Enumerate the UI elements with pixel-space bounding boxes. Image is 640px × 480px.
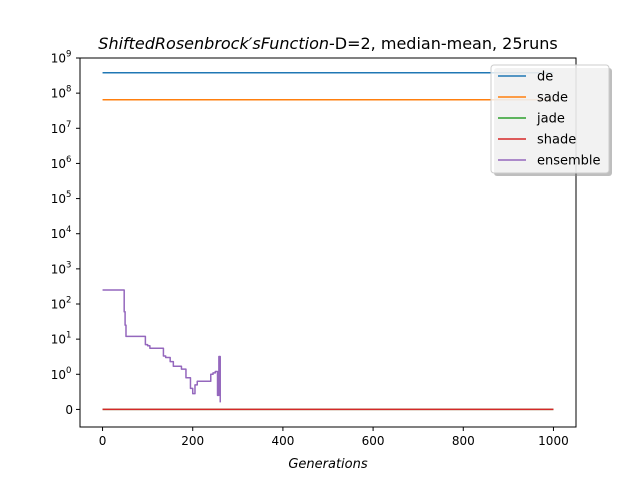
y-tick-label: 10 bbox=[51, 262, 66, 276]
plot-frame bbox=[79, 57, 577, 428]
legend: de sade jade shade ensemble bbox=[490, 64, 612, 176]
y-tick-exponent: 0 bbox=[66, 366, 71, 376]
x-tick-label: 200 bbox=[181, 434, 204, 448]
y-tick-label: 10 bbox=[51, 52, 66, 66]
y-tick-exponent: 7 bbox=[66, 120, 71, 130]
plot-lines bbox=[102, 72, 554, 411]
legend-label-jade: jade bbox=[536, 112, 565, 127]
chart-title-plain: -D=2, median-mean, 25runs bbox=[329, 34, 558, 53]
legend-label-ensemble: ensemble bbox=[537, 154, 601, 169]
y-tick-label: 10 bbox=[51, 157, 66, 171]
legend-box bbox=[490, 64, 610, 174]
y-tick-label: 10 bbox=[51, 192, 66, 206]
x-tick-label: 800 bbox=[452, 434, 475, 448]
x-axis-label: Generations bbox=[288, 457, 368, 472]
x-tick-label: 1000 bbox=[538, 434, 569, 448]
y-tick-exponent: 5 bbox=[66, 190, 71, 200]
y-tick-exponent: 2 bbox=[66, 296, 71, 306]
x-tick-label: 600 bbox=[362, 434, 385, 448]
x-tick-label: 0 bbox=[99, 434, 107, 448]
chart-title: ShiftedRosenbrock′sFunction-D=2, median-… bbox=[98, 34, 557, 53]
y-tick-label: 10 bbox=[51, 368, 66, 382]
y-tick-exponent: 8 bbox=[66, 85, 71, 95]
y-tick-label: 0 bbox=[65, 403, 73, 417]
y-tick-label: 10 bbox=[51, 298, 66, 312]
chart-title-italic: ShiftedRosenbrock′sFunction bbox=[98, 34, 329, 53]
y-tick-exponent: 1 bbox=[66, 331, 71, 341]
legend-label-shade: shade bbox=[537, 133, 576, 148]
y-tick-exponent: 3 bbox=[66, 260, 71, 270]
y-tick-label: 10 bbox=[51, 122, 66, 136]
y-tick-exponent: 9 bbox=[66, 50, 71, 60]
y-tick-label: 10 bbox=[51, 227, 66, 241]
x-axis: 0 200 400 600 800 1000 bbox=[99, 427, 569, 448]
y-tick-label: 10 bbox=[51, 333, 66, 347]
series-line-ensemble bbox=[102, 289, 221, 403]
y-tick-exponent: 4 bbox=[66, 225, 71, 235]
legend-label-sade: sade bbox=[537, 91, 568, 106]
x-tick-label: 400 bbox=[271, 434, 294, 448]
legend-label-de: de bbox=[537, 70, 553, 85]
y-tick-label: 10 bbox=[51, 87, 66, 101]
y-tick-exponent: 6 bbox=[66, 155, 71, 165]
